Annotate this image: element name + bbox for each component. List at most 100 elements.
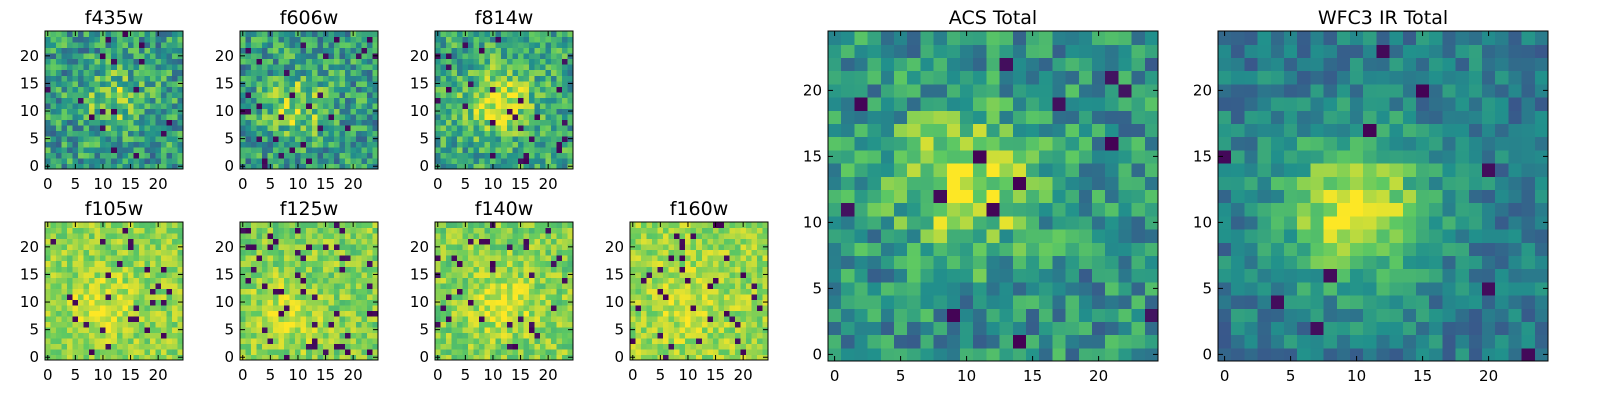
heatmap-cell [723,326,730,333]
heatmap-cell [484,113,491,120]
heatmap-cell [344,343,351,350]
heatmap-cell [50,113,57,120]
heatmap-cell [484,332,491,339]
heatmap-cell [490,315,497,322]
heatmap-cell [339,75,346,82]
heatmap-cell [61,53,68,60]
heatmap-cell [116,135,123,142]
heatmap-cell [94,69,101,76]
heatmap-cell [1144,163,1159,177]
heatmap-cell [712,255,719,262]
heatmap-cell [479,348,486,356]
heatmap-cell [361,42,368,49]
heatmap-cell [745,255,753,262]
heatmap-cell [550,152,558,159]
heatmap-cell [534,97,541,104]
heatmap-cell [366,304,374,311]
heatmap-cell [446,152,453,159]
heatmap-cell [149,222,156,229]
heatmap-cell [171,31,179,38]
heatmap-cell [528,282,535,289]
heatmap-cell [300,102,307,109]
heatmap-cell [446,64,453,71]
heatmap-cell [473,108,480,115]
heatmap-cell [251,42,258,49]
heatmap-cell [111,332,118,339]
heatmap-cell [506,332,513,339]
heatmap-cell [490,266,497,273]
heatmap-cell [745,249,753,256]
heatmap-cell [166,277,173,284]
heatmap-cell [284,293,291,300]
heatmap-cell [534,249,541,256]
heatmap-cell [50,293,57,300]
heatmap-cell [685,304,692,311]
heatmap-cell [973,281,987,296]
heatmap-cell [94,260,101,267]
heatmap-cell [490,108,497,115]
heatmap-cell [440,304,447,311]
heatmap-cell [251,64,258,71]
heatmap-cell [67,146,74,154]
heatmap-cell [701,222,708,229]
heatmap-cell [240,102,247,109]
heatmap-cell [729,227,736,234]
heatmap-cell [50,321,57,328]
heatmap-cell [245,315,252,322]
heatmap-cell [306,124,313,131]
heatmap-cell [707,315,714,322]
heatmap-cell [251,53,258,60]
heatmap-cell [61,315,68,322]
heatmap-cell [740,255,747,262]
heatmap-cell [652,293,659,300]
heatmap-cell [734,288,741,295]
heatmap-cell [251,146,258,154]
heatmap-cell [149,80,156,87]
heatmap-cell [273,227,280,234]
heatmap-cell [133,108,140,115]
heatmap-cell [468,321,475,328]
heatmap-cell [490,53,497,60]
heatmap-cell [328,260,335,267]
heatmap-cell [740,266,747,273]
heatmap-cell [166,271,173,278]
heatmap-cell [1039,308,1053,322]
heatmap-cell [756,315,764,322]
heatmap-cell [89,288,96,295]
heatmap-cell [78,124,85,131]
heatmap-cell [177,337,184,345]
heatmap-cell [550,58,558,65]
heatmap-cell [83,152,90,159]
heatmap-cell [350,249,357,256]
heatmap-cell [652,249,659,256]
heatmap-cell [306,282,313,289]
heatmap-cell [523,157,530,165]
heatmap-cell [556,152,563,159]
heatmap-cell [245,75,252,82]
heatmap-cell [550,157,558,165]
heatmap-cell [240,332,247,339]
heatmap-cell [696,249,703,256]
heatmap-cell [457,337,464,345]
heatmap-cell [56,135,63,142]
heatmap-cell [245,238,252,245]
heatmap-cell [339,222,346,229]
heatmap-cell [539,343,546,350]
heatmap-cell [561,321,569,328]
heatmap-cell [523,31,530,38]
heatmap-cell [1118,229,1133,243]
heatmap-cell [641,271,648,278]
heatmap-cell [328,36,335,43]
heatmap-cell [534,130,541,137]
heatmap-cell [133,146,140,154]
heatmap-cell [635,227,642,234]
heatmap-cell [894,189,908,204]
heatmap-cell [273,152,280,159]
heatmap-cell [1105,242,1119,256]
heatmap-cell [561,288,569,295]
heatmap-cell [111,337,118,345]
heatmap-cell [523,227,530,234]
heatmap-cell [144,97,151,104]
heatmap-cell [854,321,869,336]
heatmap-cell [468,31,475,38]
